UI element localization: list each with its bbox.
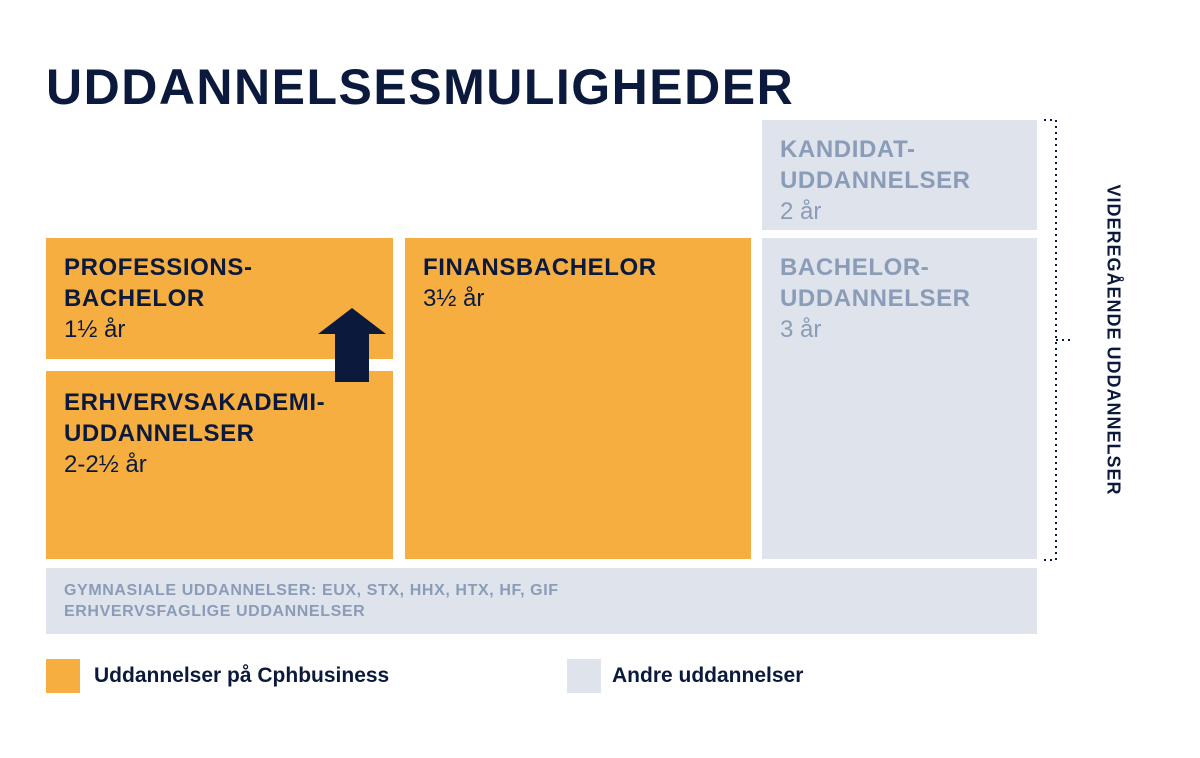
box-gymnasiale: GYMNASIALE UDDANNELSER: EUX, STX, HHX, H…	[46, 568, 1037, 634]
box-professionsbachelor: PROFESSIONS- BACHELOR 1½ år	[46, 238, 393, 359]
legend-label-cphbusiness: Uddannelser på Cphbusiness	[94, 664, 390, 687]
page-title: UDDANNELSESMULIGHEDER	[46, 59, 795, 115]
bachelor-title-line1: BACHELOR-	[780, 254, 930, 281]
kandidat-title-line2: UDDANNELSER	[780, 167, 971, 194]
legend-swatch-other	[567, 659, 601, 693]
professionsbachelor-title-line1: PROFESSIONS-	[64, 254, 253, 281]
kandidat-duration: 2 år	[780, 198, 822, 225]
box-kandidat: KANDIDAT- UDDANNELSER 2 år	[762, 120, 1037, 230]
kandidat-title-line1: KANDIDAT-	[780, 136, 916, 163]
erhvervsakademi-title-line2: UDDANNELSER	[64, 420, 255, 447]
legend-swatch-cphbusiness	[46, 659, 80, 693]
bachelor-duration: 3 år	[780, 316, 822, 343]
finansbachelor-duration: 3½ år	[423, 285, 485, 312]
gymnasiale-line1: GYMNASIALE UDDANNELSER: EUX, STX, HHX, H…	[64, 582, 559, 599]
finansbachelor-title: FINANSBACHELOR	[423, 254, 657, 281]
erhvervsakademi-duration: 2-2½ år	[64, 451, 147, 478]
side-label-videregaaende: VIDEREGÅENDE UDDANNELSER	[1103, 184, 1124, 496]
professionsbachelor-title-line2: BACHELOR	[64, 285, 205, 312]
box-bachelor: BACHELOR- UDDANNELSER 3 år	[762, 238, 1037, 559]
legend-label-other: Andre uddannelser	[612, 664, 804, 687]
box-erhvervsakademi: ERHVERVSAKADEMI- UDDANNELSER 2-2½ år	[46, 371, 393, 559]
gymnasiale-line2: ERHVERVSFAGLIGE UDDANNELSER	[64, 603, 366, 620]
professionsbachelor-duration: 1½ år	[64, 316, 126, 343]
arrow-up-icon	[318, 308, 386, 382]
bachelor-title-line2: UDDANNELSER	[780, 285, 971, 312]
erhvervsakademi-title-line1: ERHVERVSAKADEMI-	[64, 389, 326, 416]
videregaaende-bracket	[1044, 119, 1072, 561]
box-finansbachelor: FINANSBACHELOR 3½ år	[405, 238, 751, 559]
